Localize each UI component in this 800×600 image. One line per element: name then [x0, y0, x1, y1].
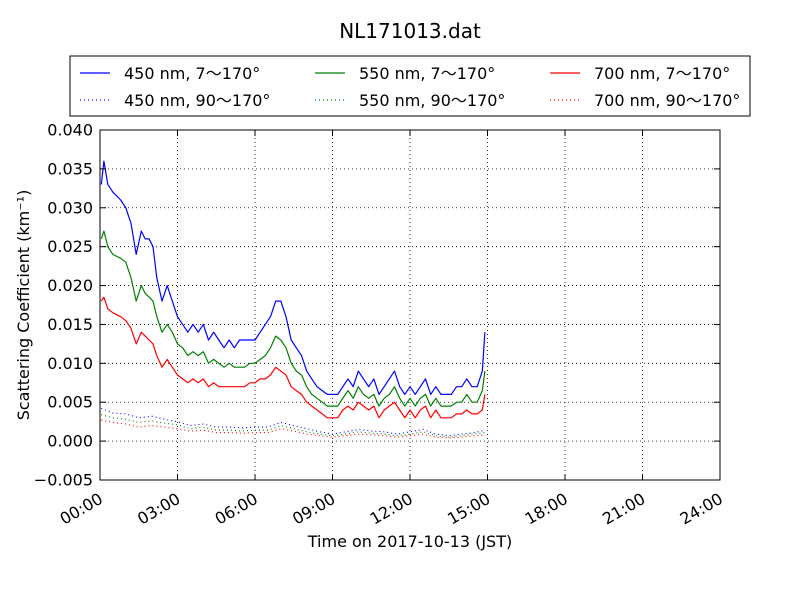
series-line: [100, 296, 486, 419]
y-tick-label: 0.020: [47, 276, 93, 295]
series-line: [101, 414, 485, 438]
legend: 450 nm, 7～170° 450 nm, 90～170° 550 nm, 7～1…: [69, 55, 751, 117]
series-line: [101, 419, 485, 439]
legend-label: 550 nm, 90～170°: [359, 91, 505, 110]
legend-frame: [69, 55, 751, 117]
y-tick-label: 0.000: [47, 432, 93, 451]
y-tick-label: 0.040: [47, 121, 93, 140]
series-line: [100, 160, 486, 395]
y-tick-label: 0.025: [47, 237, 93, 256]
legend-label: 450 nm, 90～170°: [124, 91, 270, 110]
legend-label: 700 nm, 90～170°: [594, 91, 740, 110]
y-tick-label: 0.015: [47, 315, 93, 334]
y-tick-label: 0.005: [47, 393, 93, 412]
legend-label: 550 nm, 7～170°: [359, 64, 495, 83]
legend-label: 700 nm, 7～170°: [594, 64, 730, 83]
y-tick-labels: −0.005 0.000 0.005 0.010 0.015 0.020 0.025 0.03…: [34, 121, 93, 490]
x-axis-label: Time on 2017-10-13 (JST): [307, 532, 512, 551]
axis-ticks: [99, 129, 721, 481]
y-tick-label: 0.030: [47, 198, 93, 217]
y-tick-label: −0.005: [34, 471, 93, 490]
series-layer: [100, 160, 486, 439]
series-line: [100, 230, 486, 407]
y-axis-label: Scattering Coefficient (km⁻¹): [14, 190, 33, 421]
legend-label: 450 nm, 7～170°: [124, 64, 260, 83]
grid-lines: [100, 130, 720, 480]
series-line: [101, 407, 486, 437]
y-tick-label: 0.035: [47, 159, 93, 178]
y-tick-label: 0.010: [47, 354, 93, 373]
chart-title: NL171013.dat: [339, 19, 481, 43]
